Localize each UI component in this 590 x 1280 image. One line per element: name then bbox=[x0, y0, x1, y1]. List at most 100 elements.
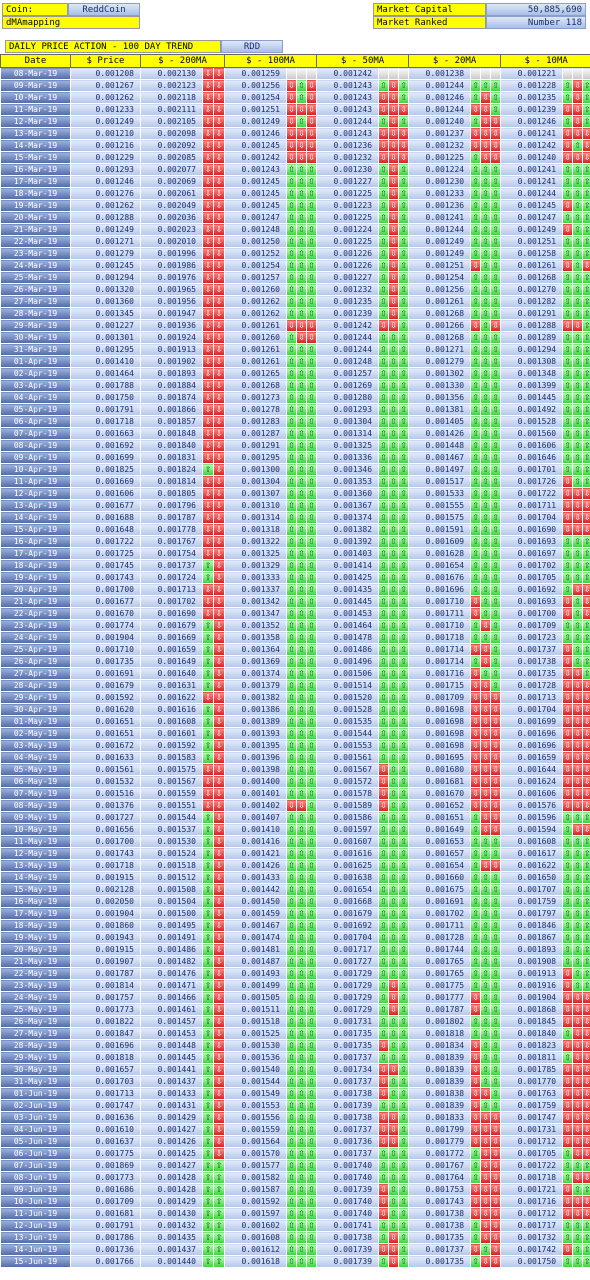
up-arrow-icon: ⇧ bbox=[482, 333, 489, 342]
up-arrow-icon: ⇧ bbox=[298, 1077, 305, 1086]
ma100-signal: ⇧ bbox=[286, 163, 297, 176]
ma100-signal: ⇧ bbox=[296, 1063, 307, 1076]
ma50-signal: ⇧ bbox=[378, 883, 390, 896]
ma100-signal: ⇧ bbox=[286, 355, 297, 368]
table-row: 20-Mar-19 0.001288 0.002036 ⇩ ⇩ 0.001247 ⇧ ⇧ ⇧ 0.… bbox=[0, 211, 590, 224]
up-arrow-icon: ⇧ bbox=[472, 237, 479, 246]
ma100-signal: ⇧ bbox=[286, 1135, 297, 1148]
ma100-signal: ⇧ bbox=[286, 523, 297, 536]
up-arrow-icon: ⇧ bbox=[564, 537, 571, 546]
ma20-signal bbox=[490, 67, 502, 80]
ma50-signal: ⇧ bbox=[398, 859, 410, 872]
ma200-signal: ⇧ bbox=[202, 883, 214, 896]
ma20-cell: 0.001680 bbox=[408, 763, 472, 776]
ma100-signal: ⇧ bbox=[296, 691, 307, 704]
ma10-signal: ⇧ bbox=[562, 571, 574, 584]
ma20-signal: ⇩ bbox=[490, 127, 502, 140]
down-arrow-icon: ⇩ bbox=[492, 813, 499, 822]
ma10-cell: 0.001732 bbox=[500, 1231, 564, 1244]
ma20-signal: ⇧ bbox=[480, 247, 492, 260]
up-arrow-icon: ⇧ bbox=[482, 441, 489, 450]
date-cell: 09-May-19 bbox=[0, 811, 71, 824]
date-cell: 29-Apr-19 bbox=[0, 691, 71, 704]
up-arrow-icon: ⇧ bbox=[574, 909, 581, 918]
ma200-cell: 0.001512 bbox=[140, 871, 203, 884]
up-arrow-icon: ⇧ bbox=[390, 657, 397, 666]
ma20-cell: 0.001695 bbox=[408, 751, 472, 764]
ma200-cell: 0.001551 bbox=[140, 799, 203, 812]
ma50-cell: 0.001227 bbox=[316, 175, 380, 188]
ma10-signal: ⇩ bbox=[582, 595, 590, 608]
up-arrow-icon: ⇧ bbox=[288, 1161, 295, 1170]
up-arrow-icon: ⇧ bbox=[380, 1257, 387, 1266]
ma100-cell: 0.001254 bbox=[224, 91, 287, 104]
ma20-signal: ⇧ bbox=[470, 655, 482, 668]
ma50-cell: 0.001478 bbox=[316, 631, 380, 644]
ma50-signal: ⇩ bbox=[388, 319, 400, 332]
ma100-cell: 0.001549 bbox=[224, 1087, 287, 1100]
down-arrow-icon: ⇩ bbox=[380, 801, 387, 810]
up-arrow-icon: ⇧ bbox=[390, 393, 397, 402]
ma10-signal: ⇩ bbox=[562, 1003, 574, 1016]
ma10-cell: 0.001348 bbox=[500, 367, 564, 380]
ma20-signal: ⇧ bbox=[490, 1099, 502, 1112]
up-arrow-icon: ⇧ bbox=[308, 297, 315, 306]
down-arrow-icon: ⇩ bbox=[574, 501, 581, 510]
table-row: 30-Apr-19 0.001620 0.001616 ⇧ ⇩ 0.001386 ⇧ ⇧ ⇧ 0.… bbox=[0, 703, 590, 716]
up-arrow-icon: ⇧ bbox=[574, 345, 581, 354]
ma50-cell: 0.001360 bbox=[316, 487, 380, 500]
down-arrow-icon: ⇩ bbox=[215, 849, 223, 858]
up-arrow-icon: ⇧ bbox=[574, 333, 581, 342]
ma200-signal: ⇩ bbox=[213, 991, 225, 1004]
price-cell: 0.001262 bbox=[70, 91, 141, 104]
down-arrow-icon: ⇩ bbox=[390, 189, 397, 198]
up-arrow-icon: ⇧ bbox=[390, 561, 397, 570]
up-arrow-icon: ⇧ bbox=[308, 369, 315, 378]
ma100-signal: ⇧ bbox=[286, 727, 297, 740]
ma100-signal: ⇧ bbox=[296, 823, 307, 836]
down-arrow-icon: ⇩ bbox=[204, 801, 212, 810]
ma20-signal: ⇧ bbox=[470, 847, 482, 860]
up-arrow-icon: ⇧ bbox=[298, 1029, 305, 1038]
date-cell: 12-May-19 bbox=[0, 847, 71, 860]
ma20-signal: ⇩ bbox=[480, 799, 492, 812]
ma200-signal: ⇩ bbox=[213, 91, 225, 104]
down-arrow-icon: ⇩ bbox=[482, 1113, 489, 1122]
up-arrow-icon: ⇧ bbox=[574, 1185, 581, 1194]
ma10-signal: ⇧ bbox=[582, 631, 590, 644]
ma100-cell: 0.001433 bbox=[224, 871, 287, 884]
ma20-signal: ⇧ bbox=[470, 1027, 482, 1040]
date-cell: 30-Apr-19 bbox=[0, 703, 71, 716]
down-arrow-icon: ⇩ bbox=[492, 1125, 499, 1134]
up-arrow-icon: ⇧ bbox=[298, 561, 305, 570]
up-arrow-icon: ⇧ bbox=[298, 513, 305, 522]
ma10-signal: ⇧ bbox=[582, 1243, 590, 1256]
ma200-signal: ⇩ bbox=[202, 271, 214, 284]
ma100-signal: ⇧ bbox=[286, 787, 297, 800]
down-arrow-icon: ⇩ bbox=[215, 1041, 223, 1050]
ma20-signal: ⇩ bbox=[480, 763, 492, 776]
ma10-cell: 0.001608 bbox=[500, 835, 564, 848]
up-arrow-icon: ⇧ bbox=[482, 489, 489, 498]
ma100-signal: ⇧ bbox=[296, 523, 307, 536]
down-arrow-icon: ⇩ bbox=[215, 1005, 223, 1014]
up-arrow-icon: ⇧ bbox=[400, 837, 407, 846]
ma200-signal: ⇩ bbox=[202, 799, 214, 812]
up-arrow-icon: ⇧ bbox=[390, 885, 397, 894]
ma50-signal: ⇧ bbox=[388, 487, 400, 500]
ma100-cell: 0.001273 bbox=[224, 391, 287, 404]
ma10-signal: ⇩ bbox=[582, 775, 590, 788]
up-arrow-icon: ⇧ bbox=[574, 201, 581, 210]
ma200-cell: 0.001427 bbox=[140, 1123, 203, 1136]
table-row: 18-Apr-19 0.001745 0.001737 ⇧ ⇩ 0.001329 ⇧ ⇧ ⇧ 0.… bbox=[0, 559, 590, 572]
up-arrow-icon: ⇧ bbox=[204, 813, 212, 822]
ma50-cell: 0.001403 bbox=[316, 547, 380, 560]
up-arrow-icon: ⇧ bbox=[204, 1221, 212, 1230]
ma100-signal: ⇧ bbox=[305, 643, 318, 656]
ma50-signal: ⇧ bbox=[388, 763, 400, 776]
price-cell: 0.001376 bbox=[70, 799, 141, 812]
ma10-signal: ⇩ bbox=[562, 787, 574, 800]
up-arrow-icon: ⇧ bbox=[492, 549, 499, 558]
down-arrow-icon: ⇩ bbox=[574, 489, 581, 498]
up-arrow-icon: ⇧ bbox=[204, 969, 212, 978]
